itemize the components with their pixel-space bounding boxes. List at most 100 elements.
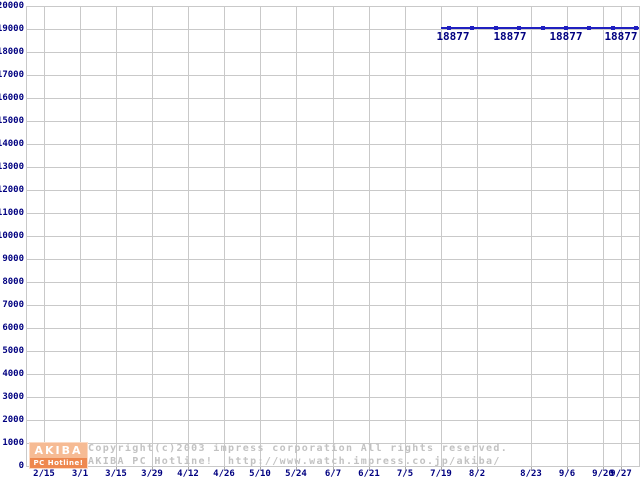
copyright-line2: AKIBA PC Hotline! http://www.watch.impre… (88, 456, 501, 467)
gridline-horizontal (26, 167, 639, 168)
x-axis-tick (405, 467, 406, 471)
data-point-label: 18877 (549, 30, 583, 43)
gridline-vertical (405, 6, 406, 467)
x-axis-label: 6/21 (358, 469, 380, 479)
y-axis-label: 12000 (0, 185, 24, 195)
x-axis-tick (441, 467, 442, 471)
price-line (441, 27, 639, 29)
y-axis-label: 17000 (0, 70, 24, 80)
gridline-vertical (441, 6, 442, 467)
data-point-marker (587, 26, 591, 30)
gridline-horizontal (26, 466, 639, 467)
gridline-horizontal (26, 98, 639, 99)
x-axis-label: 3/29 (141, 469, 163, 479)
gridline-vertical (621, 6, 622, 467)
x-axis-label: 8/2 (468, 469, 486, 479)
x-axis-label: 3/1 (71, 469, 89, 479)
x-axis-label: 6/7 (324, 469, 342, 479)
x-axis-label: 7/19 (430, 469, 452, 479)
data-point-marker (564, 26, 568, 30)
gridline-vertical (296, 6, 297, 467)
data-point-label: 18877 (493, 30, 527, 43)
y-axis-label: 5000 (2, 346, 24, 356)
akiba-pc-hotline-logo: AKIBA PC Hotline! (29, 442, 88, 469)
y-axis-label: 3000 (2, 392, 24, 402)
y-axis-label: 2000 (2, 415, 24, 425)
y-axis-label: 1000 (2, 438, 24, 448)
gridline-horizontal (26, 52, 639, 53)
logo-pc-hotline-text: PC Hotline! (30, 458, 87, 468)
data-point-label: 18877 (436, 30, 470, 43)
x-axis-label: 5/24 (285, 469, 307, 479)
x-axis-tick (260, 467, 261, 471)
x-axis-tick (296, 467, 297, 471)
gridline-vertical (116, 6, 117, 467)
data-point-marker (634, 26, 638, 30)
x-axis-label: 7/5 (396, 469, 414, 479)
gridline-horizontal (26, 29, 639, 30)
y-axis-label: 8000 (2, 277, 24, 287)
gridline-horizontal (26, 374, 639, 375)
x-axis-tick (224, 467, 225, 471)
gridline-horizontal (26, 420, 639, 421)
x-axis-label: 4/26 (213, 469, 235, 479)
y-axis-label: 16000 (0, 93, 24, 103)
y-axis-line (26, 6, 27, 467)
x-axis-tick (152, 467, 153, 471)
y-axis-label: 13000 (0, 162, 24, 172)
x-axis-tick (333, 467, 334, 471)
y-axis-label: 4000 (2, 369, 24, 379)
y-axis-label: 19000 (0, 24, 24, 34)
y-axis-label: 9000 (2, 254, 24, 264)
copyright-line1: Copyright(c)2003 impress corporation All… (88, 443, 509, 454)
x-axis-tick (44, 467, 45, 471)
gridline-vertical (152, 6, 153, 467)
x-axis-tick (477, 467, 478, 471)
x-axis-tick (80, 467, 81, 471)
x-axis-tick (567, 467, 568, 471)
logo-akiba-text: AKIBA (30, 443, 87, 458)
x-axis-tick (369, 467, 370, 471)
data-point-marker (611, 26, 615, 30)
data-point-marker (447, 26, 451, 30)
gridline-vertical (567, 6, 568, 467)
gridline-vertical (80, 6, 81, 467)
gridline-horizontal (26, 259, 639, 260)
x-axis-label: 8/23 (520, 469, 542, 479)
gridline-vertical (44, 6, 45, 467)
gridline-horizontal (26, 443, 639, 444)
x-axis-label: 5/10 (249, 469, 271, 479)
gridline-horizontal (26, 328, 639, 329)
x-axis-tick (531, 467, 532, 471)
y-axis-label: 0 (18, 461, 24, 471)
gridline-vertical (333, 6, 334, 467)
gridline-horizontal (26, 236, 639, 237)
y-axis-label: 14000 (0, 139, 24, 149)
x-axis-tick (621, 467, 622, 471)
gridline-vertical (369, 6, 370, 467)
y-axis-label: 6000 (2, 323, 24, 333)
gridline-horizontal (26, 190, 639, 191)
gridline-vertical (260, 6, 261, 467)
x-axis-tick (603, 467, 604, 471)
gridline-horizontal (26, 6, 639, 7)
y-axis-label: 15000 (0, 116, 24, 126)
data-point-marker (494, 26, 498, 30)
gridline-horizontal (26, 351, 639, 352)
y-axis-label: 18000 (0, 47, 24, 57)
data-point-label: 18877 (604, 30, 638, 43)
y-axis-label: 10000 (0, 231, 24, 241)
x-axis-label: 3/15 (105, 469, 127, 479)
gridline-vertical (188, 6, 189, 467)
gridline-vertical (224, 6, 225, 467)
gridline-horizontal (26, 213, 639, 214)
gridline-horizontal (26, 282, 639, 283)
data-point-marker (470, 26, 474, 30)
gridline-horizontal (26, 305, 639, 306)
gridline-horizontal (26, 75, 639, 76)
gridline-vertical (477, 6, 478, 467)
x-axis-tick (116, 467, 117, 471)
data-point-marker (541, 26, 545, 30)
